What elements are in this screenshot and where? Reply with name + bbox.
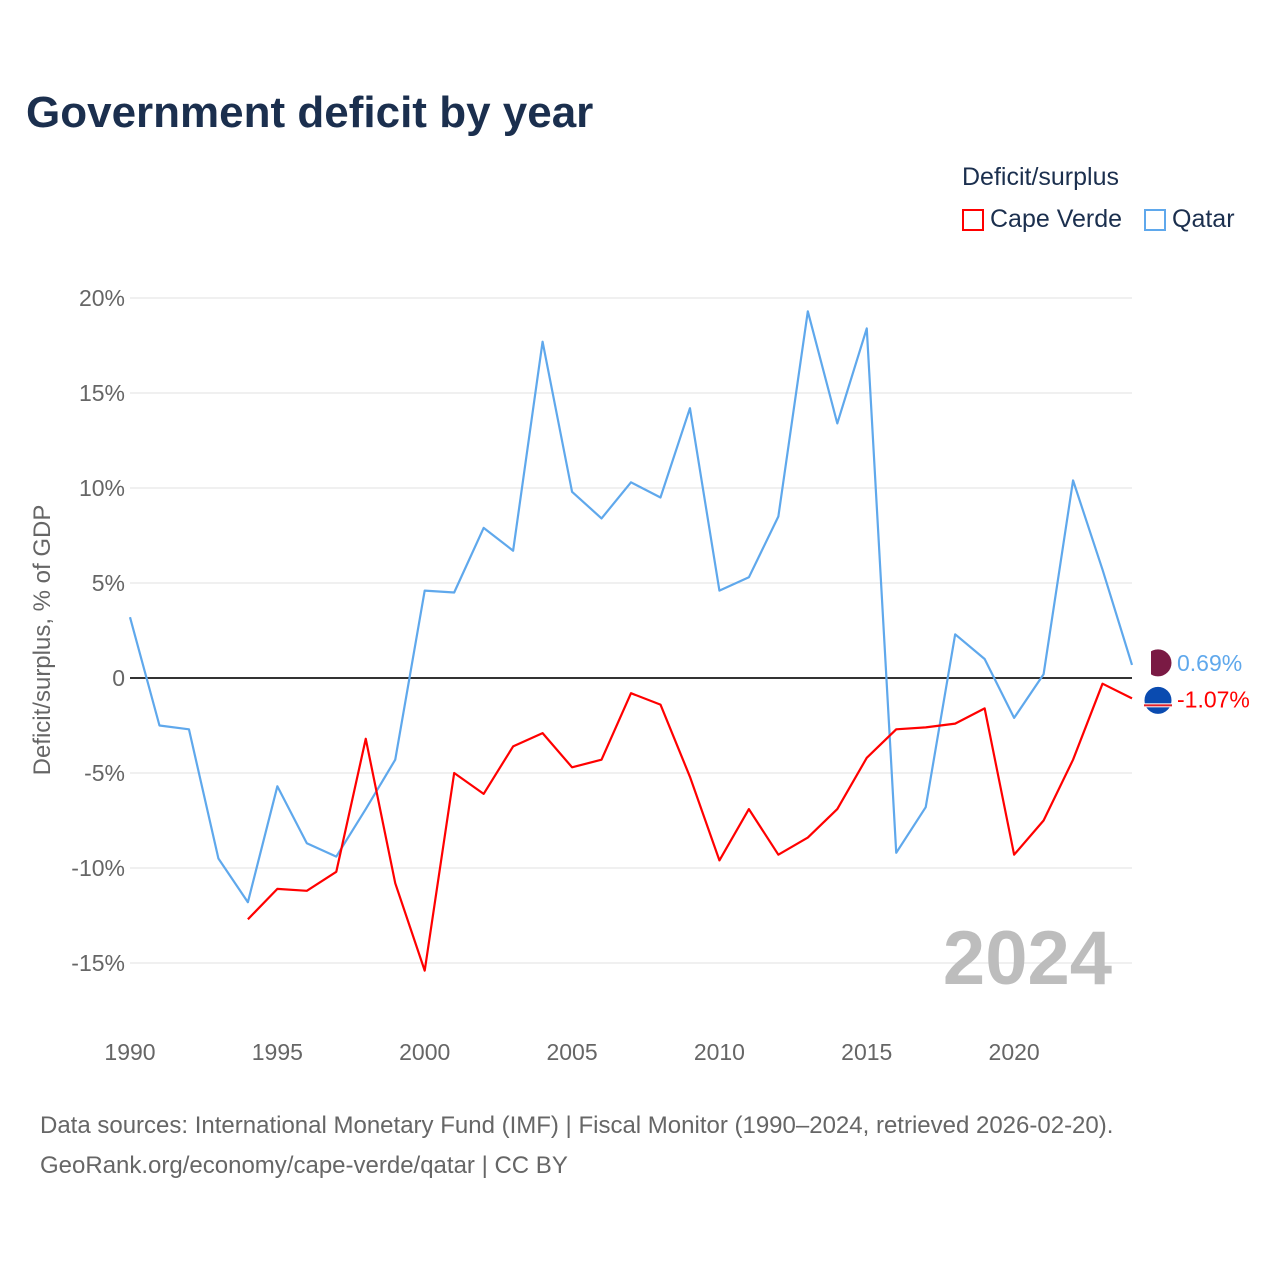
- x-tick-label: 2000: [399, 1039, 450, 1065]
- legend-swatch-qatar: [1144, 208, 1166, 231]
- y-tick-label: 5%: [92, 570, 125, 596]
- end-label-cape-verde: -1.07%: [1177, 686, 1250, 712]
- y-axis-label: Deficit/surplus, % of GDP: [29, 505, 56, 776]
- y-tick-label: 20%: [79, 285, 125, 311]
- x-tick-label: 1995: [252, 1039, 303, 1065]
- y-tick-label: 0: [112, 665, 125, 691]
- year-watermark: 2024: [943, 916, 1112, 1001]
- chart-title: Government deficit by year: [26, 88, 594, 137]
- y-tick-label: -10%: [71, 855, 125, 881]
- y-tick-label: -15%: [71, 950, 125, 976]
- legend-item-cape-verde[interactable]: Cape Verde: [962, 205, 1122, 234]
- y-tick-label: 15%: [79, 380, 125, 406]
- y-tick-label: 10%: [79, 475, 125, 501]
- footer: Data sources: International Monetary Fun…: [40, 1106, 1113, 1186]
- x-tick-label: 1990: [104, 1039, 155, 1065]
- qatar-flag-stripe: [1144, 648, 1151, 677]
- x-tick-label: 2010: [694, 1039, 745, 1065]
- legend-item-qatar[interactable]: Qatar: [1144, 205, 1235, 234]
- footer-sources: Data sources: International Monetary Fun…: [40, 1112, 1114, 1139]
- legend-label: Qatar: [1172, 205, 1235, 233]
- x-tick-label: 2005: [546, 1039, 597, 1065]
- x-tick-label: 2015: [841, 1039, 892, 1065]
- cape-verde-flag-stripe-red: [1144, 704, 1172, 707]
- series-line-qatar: [128, 310, 1134, 904]
- y-tick-label: -5%: [84, 760, 125, 786]
- footer-credit[interactable]: GeoRank.org/economy/cape-verde/qatar | C…: [40, 1152, 568, 1179]
- legend-title: Deficit/surplus: [962, 163, 1119, 191]
- x-tick-label: 2020: [989, 1039, 1040, 1065]
- legend-swatch-cape-verde: [962, 208, 984, 231]
- series-line-cape-verde: [247, 682, 1133, 972]
- legend-label: Cape Verde: [990, 205, 1123, 233]
- cape-verde-flag-icon: [1143, 685, 1173, 715]
- end-label-qatar: 0.69%: [1177, 650, 1242, 676]
